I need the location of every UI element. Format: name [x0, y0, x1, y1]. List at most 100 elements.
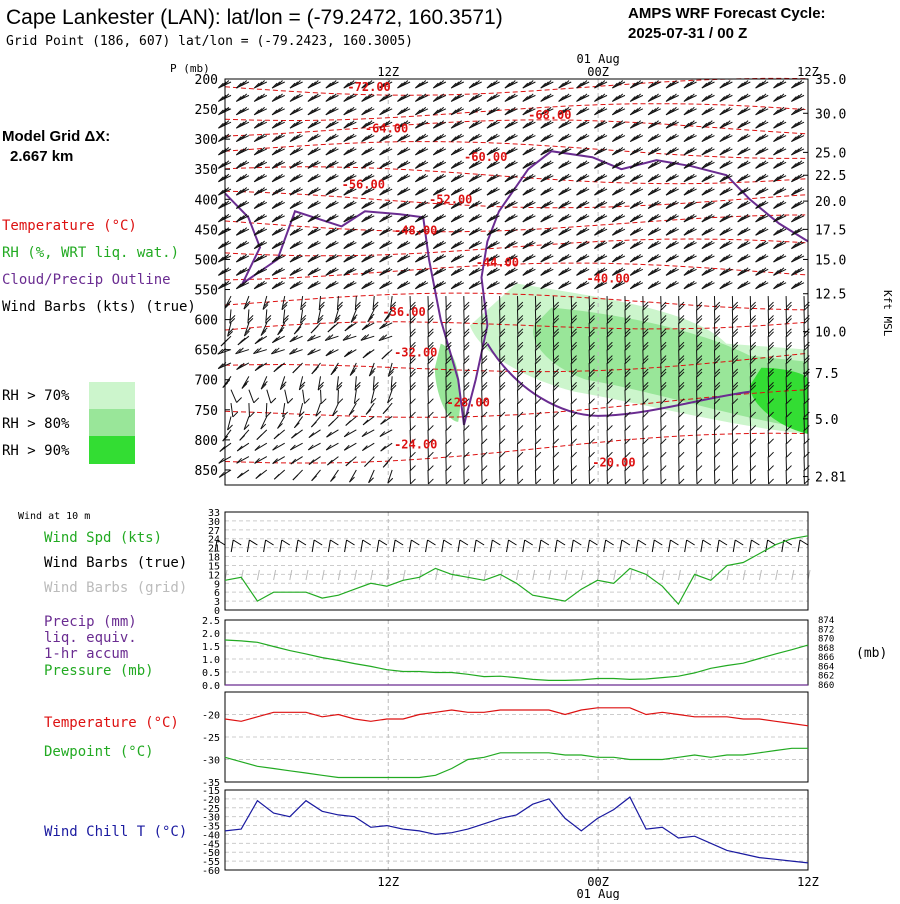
- pressure-tick-label: 850: [195, 464, 218, 479]
- wind-barb: [308, 443, 320, 450]
- pressure-tick-label: 400: [195, 193, 218, 208]
- surface-wind-barb-true-feather: [555, 540, 557, 552]
- wind-barb-feather: [804, 466, 809, 471]
- surface-wind-barb-true: [719, 540, 727, 545]
- wind-barb-feather: [643, 452, 648, 457]
- wind-barb: [338, 390, 339, 404]
- wind-barb-feather: [554, 412, 559, 417]
- wind-chill-panel-frame: [225, 790, 808, 870]
- legend-rh70-swatch: [89, 382, 135, 409]
- wind-barb-feather: [500, 412, 505, 417]
- surface-wind-barb-true-feather: [280, 540, 282, 552]
- temperature-contour-label: -28.00: [447, 396, 490, 410]
- surface-wind-barb-true-feather: [587, 540, 589, 552]
- legend-rh80: RH > 80%: [2, 416, 70, 432]
- height-tick-label: 35.0: [815, 73, 846, 88]
- surface-wind-barb-true: [606, 540, 614, 545]
- surface-wind-barb-true-feather: [701, 540, 703, 552]
- wind-barb-feather: [787, 439, 792, 444]
- surface-wind-barb-true: [460, 540, 468, 545]
- wind-barb-feather: [220, 447, 225, 452]
- precip-panel-tick-label: 1.0: [202, 655, 220, 666]
- surface-wind-barb-true-feather: [620, 540, 622, 552]
- wind-barb-feather: [804, 439, 809, 444]
- precip-panel-tick-label: 1.5: [202, 642, 220, 653]
- wind-barb-feather: [311, 422, 316, 427]
- forecast-cycle-label: AMPS WRF Forecast Cycle:: [628, 5, 826, 22]
- surface-wind-barb-grid: [776, 570, 778, 580]
- wind-speed-panel-tick-label: 33: [208, 508, 220, 519]
- wind-barb-feather: [715, 479, 720, 484]
- surface-wind-barb-true: [314, 540, 322, 545]
- line-layer: [225, 78, 808, 870]
- temperature-contour-label: -32.00: [394, 346, 437, 360]
- wind-barb-feather: [428, 412, 433, 417]
- wind-barb-feather: [661, 452, 666, 457]
- wind-barb-feather: [554, 452, 559, 457]
- temperature-line: [225, 708, 808, 726]
- time-tick-top: 00Z: [587, 65, 609, 79]
- wind-barb: [230, 309, 231, 323]
- surface-wind-barb-true: [622, 540, 630, 545]
- wind-barb-feather: [346, 461, 351, 466]
- legend-wind-barbs: Wind Barbs (kts) (true): [2, 299, 196, 315]
- wind-barb-feather: [733, 479, 738, 484]
- surface-wind-barb-true: [492, 540, 500, 545]
- wind-barb-feather: [536, 439, 541, 444]
- legend-precip-accum: 1-hr accum: [44, 646, 128, 662]
- wind-barb-feather: [233, 412, 238, 417]
- wind-barb: [391, 376, 392, 390]
- wind-barb-feather: [314, 367, 319, 372]
- wind-barb-feather: [446, 479, 451, 484]
- forecast-cycle-value: 2025-07-31 / 00 Z: [628, 25, 747, 42]
- wind-barb-feather: [500, 399, 505, 404]
- pressure-tick-label: 350: [195, 163, 218, 178]
- wind-barb-feather: [554, 439, 559, 444]
- surface-wind-barb-grid: [727, 570, 729, 580]
- surface-wind-barb-true: [541, 540, 549, 545]
- surface-wind-barb-true-feather: [604, 540, 606, 552]
- wind-barb-feather: [295, 366, 300, 371]
- wind-barb-feather: [482, 466, 487, 471]
- surface-wind-barb-grid: [743, 570, 745, 580]
- wind-barb-feather: [625, 425, 630, 430]
- wind-speed-panel-frame: [225, 512, 808, 610]
- wind-barb-feather: [383, 462, 388, 467]
- surface-wind-barb-true-feather: [474, 540, 476, 552]
- legend-temp-lower: Temperature (°C): [44, 715, 179, 731]
- surface-wind-barb-true: [379, 540, 387, 545]
- wind-barb-feather: [715, 439, 720, 444]
- wind-barb-feather: [787, 479, 792, 484]
- wind-barb-feather: [464, 466, 469, 471]
- time-tick-bottom: 12Z: [377, 875, 399, 889]
- wind-barb-feather: [643, 479, 648, 484]
- wind-barb-feather: [536, 425, 541, 430]
- wind-barb-feather: [313, 326, 318, 331]
- pressure-unit-label: (mb): [856, 646, 887, 661]
- wind-barb-feather: [804, 452, 809, 457]
- surface-wind-barb-grid: [614, 570, 616, 580]
- height-tick-label: 5.0: [815, 413, 838, 428]
- precip-panel-tick-label: 0.5: [202, 668, 220, 679]
- surface-wind-barb-true: [428, 540, 436, 545]
- legend-precip-liq: liq. equiv.: [44, 630, 137, 646]
- height-tick-label: 17.5: [815, 223, 846, 238]
- wind-barb: [249, 390, 254, 403]
- precip-panel-tick-label: 2.5: [202, 616, 220, 627]
- wind-barb-feather: [733, 466, 738, 471]
- wind-chill-panel-tick-label: -15: [202, 786, 220, 797]
- wind-barb-feather: [250, 412, 255, 417]
- wind-barb: [266, 309, 267, 323]
- wind-barb-feather: [661, 479, 666, 484]
- wind-chill-line: [225, 797, 808, 863]
- wind-barb-feather: [661, 466, 666, 471]
- surface-wind-barb-grid: [257, 570, 259, 580]
- temperature-contour-label: -52.00: [429, 192, 472, 206]
- surface-wind-barb-true-feather: [296, 540, 298, 552]
- surface-wind-barb-grid: [759, 570, 761, 580]
- temperature-contour-label: -72.00: [347, 80, 390, 94]
- surface-wind-barb-grid: [355, 570, 357, 580]
- wind-barb-feather: [500, 425, 505, 430]
- legend-wind-speed: Wind Spd (kts): [44, 530, 162, 546]
- wind-barb: [344, 443, 356, 450]
